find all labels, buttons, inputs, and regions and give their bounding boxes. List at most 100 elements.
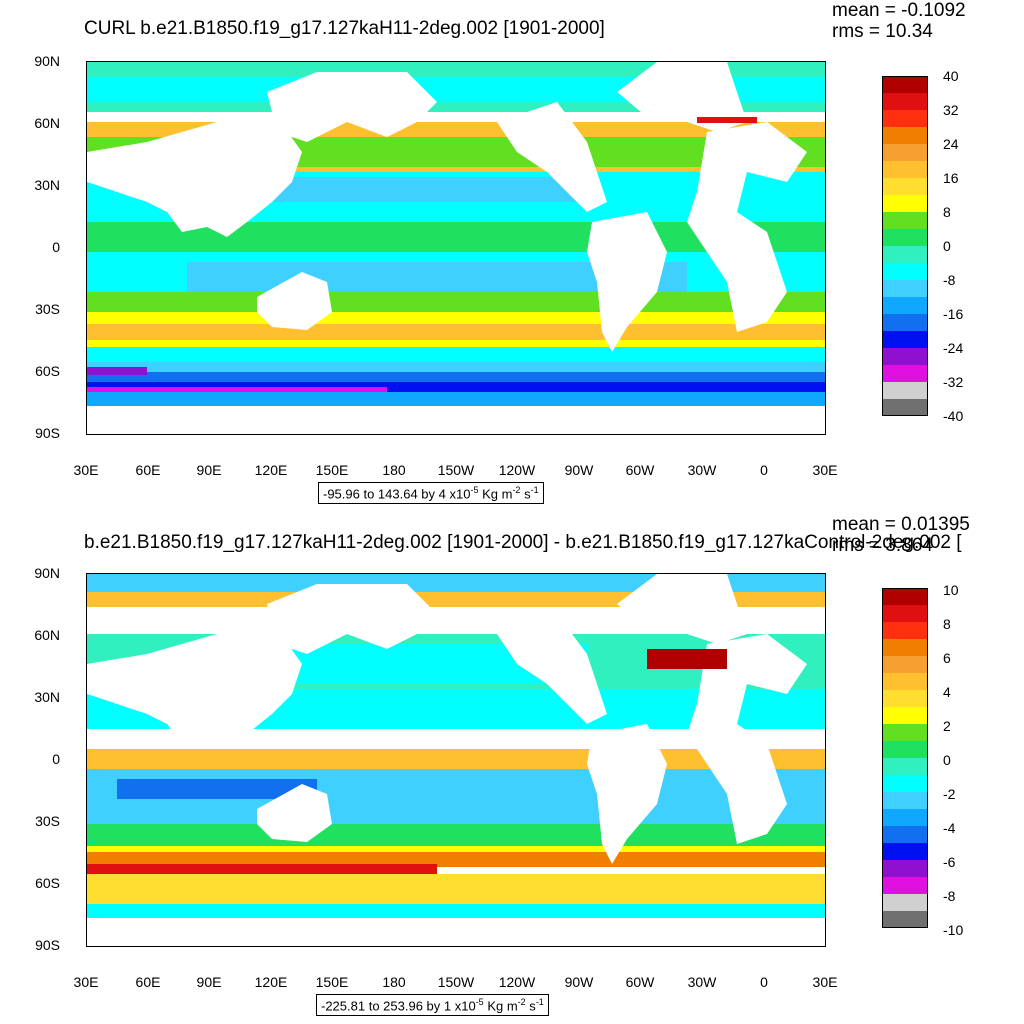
lon-label: 0 [760, 462, 768, 478]
colorbar-label: 16 [943, 170, 959, 186]
lon-label: 90E [196, 974, 222, 990]
colorbar-swatch [882, 605, 928, 622]
colorbar-label: 8 [943, 204, 951, 220]
colorbar-swatch [882, 399, 928, 416]
colorbar-swatch [882, 127, 928, 144]
lon-label: 180 [382, 974, 406, 990]
colorbar-label: -10 [943, 922, 964, 938]
colorbar-swatch [882, 314, 928, 331]
colorbar-swatch [882, 76, 928, 93]
contour-range-label: -225.81 to 253.96 by 1 x10-5 Kg m-2 s-1 [316, 994, 549, 1017]
mean-value: mean = -0.1092 [832, 0, 966, 21]
lat-label: 90N [34, 53, 60, 69]
colorbar-label: 6 [943, 650, 951, 666]
lat-label: 90N [34, 565, 60, 581]
colorbar-swatch [882, 382, 928, 399]
contour-range-label: -95.96 to 143.64 by 4 x10-5 Kg m-2 s-1 [318, 482, 544, 505]
top-map-panel: CURL b.e21.B1850.f19_g17.127kaH11-2deg.0… [34, 0, 966, 505]
colorbar [882, 588, 928, 928]
colorbar-swatch [882, 178, 928, 195]
lat-label: 30S [35, 301, 60, 317]
colorbar-label: -32 [943, 374, 964, 390]
lat-label: 0 [52, 239, 60, 255]
colorbar-label: 10 [943, 582, 959, 598]
map-title: b.e21.B1850.f19_g17.127kaH11-2deg.002 [1… [84, 532, 962, 553]
difference-map [86, 573, 826, 947]
lon-label: 30E [73, 462, 99, 478]
colorbar-swatch [882, 280, 928, 297]
colorbar-label: -16 [943, 306, 964, 322]
colorbar-swatch [882, 656, 928, 673]
colorbar [882, 76, 928, 416]
range-exponent: -5 [470, 485, 479, 495]
bottom-map-panel: b.e21.B1850.f19_g17.127kaH11-2deg.002 [1… [0, 512, 1024, 1024]
colorbar-label: 32 [943, 102, 959, 118]
lon-label: 90W [564, 974, 594, 990]
colorbar-swatch [882, 758, 928, 775]
colorbar-label: 8 [943, 616, 951, 632]
lat-label: 0 [52, 751, 60, 767]
colorbar-swatch [882, 365, 928, 382]
colorbar-swatch [882, 911, 928, 928]
lon-label: 30E [812, 462, 838, 478]
map-stats: mean = 0.01395 rms = 3.864 [832, 514, 970, 556]
lon-label: 60E [135, 974, 161, 990]
colorbar-swatch [882, 775, 928, 792]
lat-label: 60N [34, 627, 60, 643]
mean-value: mean = 0.01395 [832, 514, 970, 535]
lon-label: 150W [437, 462, 475, 478]
lon-label: 60W [625, 462, 655, 478]
lat-label: 60S [35, 363, 60, 379]
range-text: -95.96 to 143.64 by 4 x10 [323, 486, 471, 502]
lon-label: 120E [254, 462, 288, 478]
range-units-exponent: -2 [512, 485, 521, 495]
colorbar-swatch [882, 588, 928, 605]
lon-label: 120E [254, 974, 288, 990]
lon-label: 180 [382, 462, 406, 478]
range-units: Kg m [478, 486, 513, 502]
colorbar-swatch [882, 297, 928, 314]
lon-label: 30W [687, 462, 717, 478]
colorbar-swatch [882, 639, 928, 656]
colorbar-label: -2 [943, 786, 956, 802]
range-units-exponent: -2 [517, 997, 526, 1007]
colorbar-swatch [882, 622, 928, 639]
lon-label: 30E [812, 974, 838, 990]
range-units-exponent: -1 [530, 485, 539, 495]
lon-label: 30E [73, 974, 99, 990]
lat-label: 30N [34, 177, 60, 193]
lon-label: 0 [760, 974, 768, 990]
colorbar-swatch [882, 348, 928, 365]
colorbar-swatch [882, 331, 928, 348]
colorbar-label: 2 [943, 718, 951, 734]
colorbar-swatch [882, 229, 928, 246]
lon-label: 30W [687, 974, 717, 990]
colorbar-label: -8 [943, 888, 956, 904]
colorbar-swatch [882, 110, 928, 127]
rms-value: rms = 3.864 [832, 535, 933, 556]
colorbar-label: -6 [943, 854, 956, 870]
range-units: s [525, 998, 536, 1014]
colorbar-swatch [882, 673, 928, 690]
colorbar-swatch [882, 894, 928, 911]
range-exponent: -5 [475, 997, 484, 1007]
lon-label: 150W [437, 974, 475, 990]
rms-value: rms = 10.34 [832, 21, 933, 42]
lat-label: 90S [35, 937, 60, 953]
lat-label: 30S [35, 813, 60, 829]
ocean-field-map [87, 574, 825, 946]
range-units-exponent: -1 [535, 997, 544, 1007]
colorbar-swatch [882, 860, 928, 877]
lon-label: 150E [315, 974, 349, 990]
colorbar-label: 0 [943, 752, 951, 768]
colorbar-swatch [882, 809, 928, 826]
lon-label: 150E [315, 462, 349, 478]
colorbar-swatch [882, 161, 928, 178]
ocean-field-map [87, 62, 825, 434]
colorbar-swatch [882, 212, 928, 229]
lon-label: 90W [564, 462, 594, 478]
colorbar-swatch [882, 724, 928, 741]
range-units: Kg m [483, 998, 518, 1014]
colorbar-label: -24 [943, 340, 964, 356]
lat-label: 30N [34, 689, 60, 705]
